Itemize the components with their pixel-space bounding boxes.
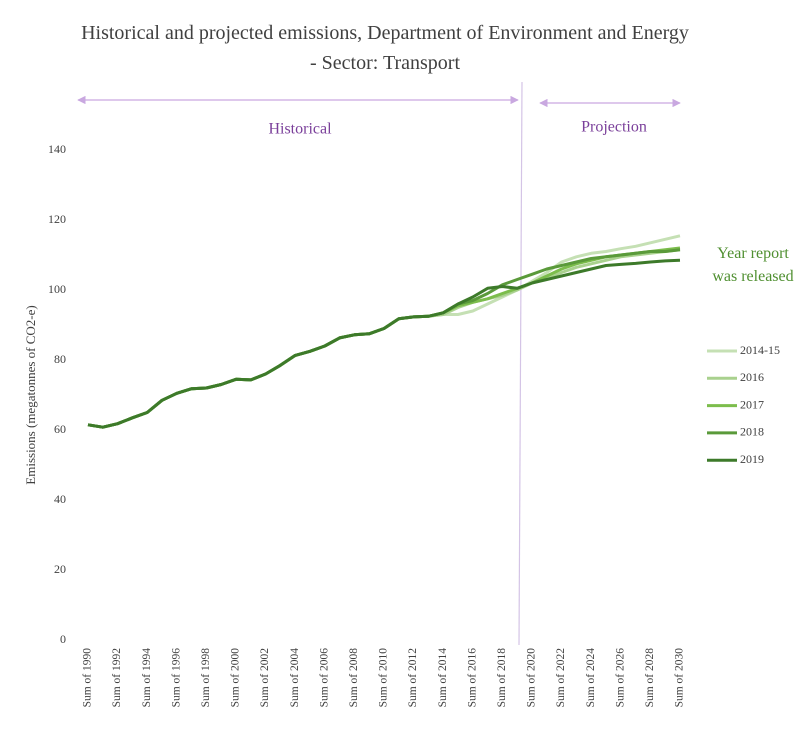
- x-tick-label: Sum of 2020: [526, 648, 538, 708]
- y-axis-title: Emissions (megatonnes of CO2-e): [23, 305, 38, 484]
- legend-label: 2017: [740, 397, 764, 411]
- y-tick-label: 40: [54, 492, 66, 506]
- y-tick-label: 60: [54, 422, 66, 436]
- divider: [518, 81, 523, 646]
- x-tick-label: Sum of 2002: [259, 648, 271, 708]
- x-tick-label: Sum of 2024: [585, 648, 597, 708]
- y-tick-label: 100: [48, 282, 66, 296]
- x-tick-label: Sum of 2016: [466, 648, 478, 708]
- legend-label: 2019: [740, 452, 764, 466]
- legend-label: 2018: [740, 425, 764, 439]
- x-tick-label: Sum of 2028: [644, 648, 656, 708]
- x-tick-label: Sum of 2022: [555, 648, 567, 708]
- x-tick-label: Sum of 2030: [674, 648, 686, 708]
- series-line: [87, 258, 681, 429]
- x-tick-label: Sum of 2026: [614, 648, 626, 708]
- x-tick-label: Sum of 1994: [141, 648, 153, 708]
- x-tick-label: Sum of 1996: [170, 648, 182, 708]
- x-tick-label: Sum of 2010: [378, 648, 390, 708]
- x-tick-label: Sum of 2018: [496, 648, 508, 708]
- x-tick-label: Sum of 1998: [200, 648, 212, 708]
- x-tick-label: Sum of 2012: [407, 648, 419, 708]
- x-tick-label: Sum of 2008: [348, 648, 360, 708]
- y-tick-label: 140: [48, 142, 66, 156]
- y-tick-label: 120: [48, 212, 66, 226]
- x-tick-label: Sum of 2006: [318, 648, 330, 708]
- annotation: Projection: [581, 119, 647, 136]
- legend-label: 2014-15: [740, 343, 780, 357]
- x-tick-label: Sum of 2000: [230, 648, 242, 708]
- series-line: [87, 248, 681, 429]
- x-tick-label: Sum of 1990: [82, 648, 94, 708]
- x-tick-label: Sum of 1992: [111, 648, 123, 708]
- y-tick-label: 80: [54, 352, 66, 366]
- chart-title: Historical and projected emissions, Depa…: [81, 22, 689, 74]
- y-tick-label: 20: [54, 562, 66, 576]
- y-tick-label: 0: [60, 632, 66, 646]
- series-line: [87, 248, 681, 429]
- series-line: [87, 246, 681, 429]
- legend-title: Year report was released: [712, 245, 794, 285]
- legend-label: 2016: [740, 370, 764, 384]
- x-tick-label: Sum of 2014: [437, 648, 449, 708]
- x-tick-label: Sum of 2004: [289, 648, 301, 708]
- annotation: Historical: [268, 121, 332, 138]
